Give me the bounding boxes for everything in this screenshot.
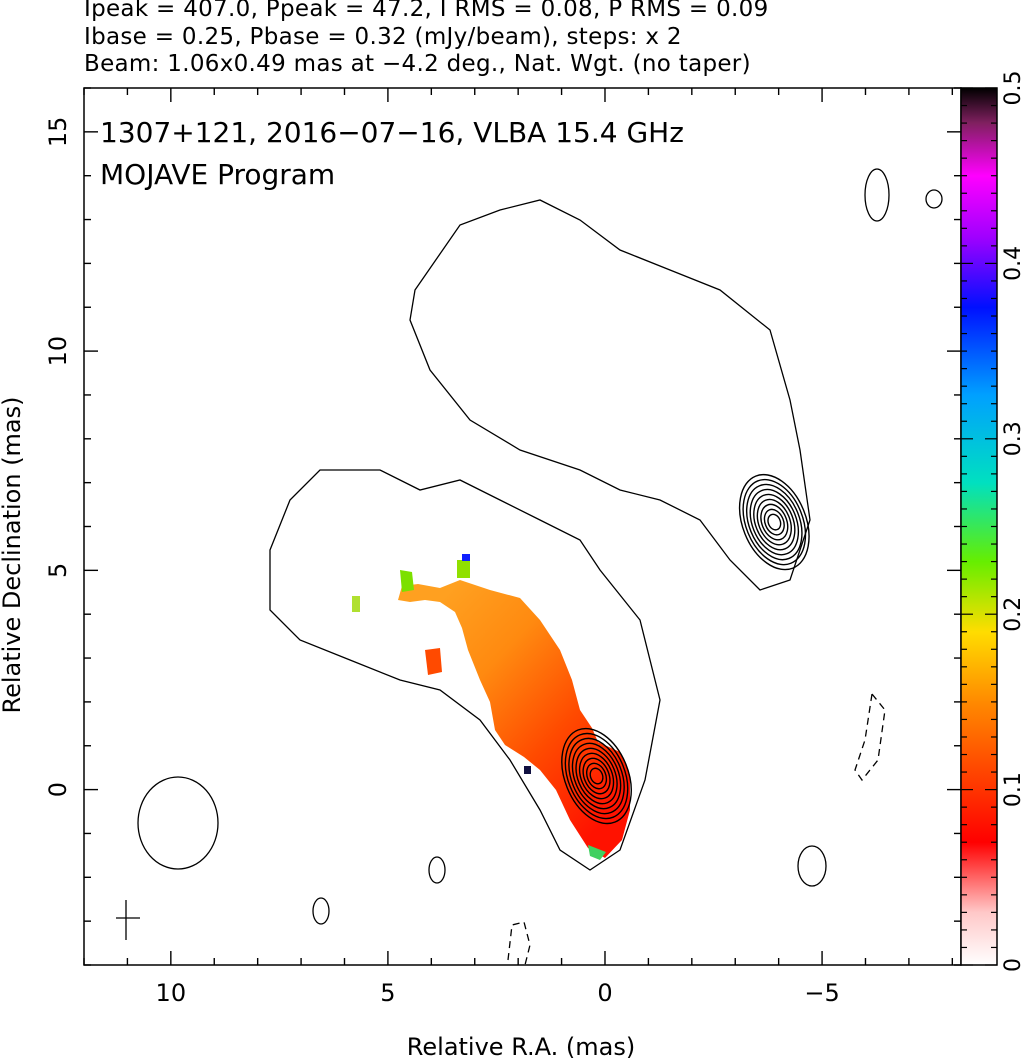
y-tick-label: 15 — [44, 117, 72, 148]
polarization-fill — [352, 554, 630, 860]
contours-misc — [116, 168, 943, 965]
contour-ring — [589, 767, 604, 785]
contour-ring — [585, 762, 608, 790]
contour-dashed-right — [854, 692, 886, 782]
polarization-fill-blue — [462, 554, 470, 561]
plot-frame — [83, 87, 962, 966]
chart-title: 1307+121, 2016−07−16, VLBA 15.4 GHz — [100, 116, 684, 149]
contour-ring — [568, 737, 625, 815]
colorbar-label: 0.4 — [1001, 246, 1022, 281]
contour-ring — [767, 513, 782, 531]
contour-jet-upper — [409, 199, 811, 591]
polarization-fill-green — [400, 570, 414, 592]
y-tick-labels: 0 5 10 15 — [44, 117, 72, 798]
header-line-2: Ibase = 0.25, Pbase = 0.32 (mJy/beam), s… — [84, 24, 682, 50]
x-tick-label: −5 — [804, 979, 839, 1007]
contour-right-mid — [864, 168, 890, 222]
x-axis-label: Relative R.A. (mas) — [407, 1033, 635, 1061]
contour-jet-lower — [269, 469, 661, 871]
contour-ring — [749, 488, 800, 556]
contour-right-upper — [925, 189, 943, 209]
polarization-fill-edge — [588, 845, 606, 860]
x-tick-label: 10 — [156, 979, 187, 1007]
contour-ring — [742, 478, 807, 566]
contour-ring — [756, 498, 792, 546]
y-axis-label: Relative Declination (mas) — [0, 396, 26, 713]
contour-ring — [738, 473, 810, 571]
contour-ring — [561, 727, 632, 825]
y-tick-label: 5 — [44, 563, 72, 578]
colorbar-label: 0 — [1001, 958, 1022, 972]
contour-ring — [582, 757, 611, 795]
polarization-fill-left — [352, 596, 360, 612]
x-tick-label: 0 — [597, 979, 612, 1007]
polarization-fill-top — [457, 560, 470, 578]
colorbar-labels: 0 0.1 0.2 0.3 0.4 0.5 — [1001, 71, 1022, 973]
contour-dashed-bottom — [507, 921, 531, 965]
y-tick-label: 0 — [44, 782, 72, 797]
contour-ring — [763, 508, 785, 536]
polarization-fill-blob — [425, 648, 442, 675]
colorbar-label: 0.3 — [1001, 421, 1022, 456]
header-line-1: Ipeak = 407.0, Ppeak = 47.2, I RMS = 0.0… — [84, 0, 769, 22]
colorbar-ticks — [961, 87, 997, 966]
contour-ring — [753, 493, 796, 551]
contours — [561, 473, 810, 825]
contour-ring — [575, 747, 618, 805]
header-line-3: Beam: 1.06x0.49 mas at −4.2 deg., Nat. W… — [84, 51, 751, 77]
axis-ticks — [83, 87, 961, 966]
contour-ring — [571, 742, 622, 810]
x-tick-labels: 10 5 0 −5 — [156, 979, 840, 1007]
x-tick-label: 5 — [380, 979, 395, 1007]
contour-cross — [116, 900, 140, 940]
contour-knot-left — [137, 776, 219, 870]
contour-right-lower — [797, 845, 827, 887]
contour-ring — [564, 732, 629, 820]
chart-subtitle: MOJAVE Program — [100, 158, 335, 191]
colorbar-label: 0.1 — [1001, 772, 1022, 807]
contour-knot-small — [312, 897, 330, 925]
colorbar-label: 0.5 — [1001, 71, 1022, 106]
colorbar-label: 0.2 — [1001, 597, 1022, 632]
polarization-fill-main — [398, 580, 630, 858]
y-tick-label: 10 — [44, 336, 72, 367]
contour-ring — [578, 752, 615, 800]
contour-ring — [760, 503, 789, 541]
contour-ring — [746, 483, 803, 561]
contour-knot-tiny — [428, 856, 446, 884]
polarization-fill-dark — [524, 766, 531, 774]
